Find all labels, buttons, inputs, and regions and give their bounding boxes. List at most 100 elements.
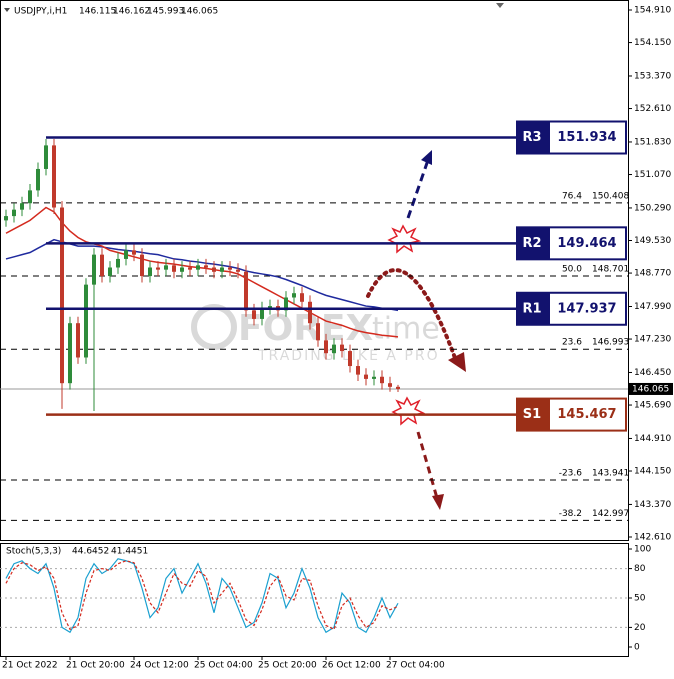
level-value: 149.464 — [557, 236, 616, 251]
candle-body — [260, 308, 264, 319]
x-tick-label: 21 Oct 2022 — [2, 661, 58, 671]
candle-body — [236, 269, 240, 272]
oscillator-signal-value: 41.4451 — [111, 547, 148, 557]
forecast-arrows — [366, 150, 466, 510]
level-name: R3 — [522, 130, 541, 145]
header-close: 146.065 — [181, 7, 218, 17]
y-tick-label: 150.290 — [634, 203, 671, 213]
watermark-tagline: TRADING LIKE A PRO — [257, 348, 440, 364]
y-tick-label: 144.150 — [634, 467, 671, 477]
candle-body — [100, 254, 104, 277]
oscillator-signal — [5, 560, 399, 631]
fib-price: 148.701 — [592, 265, 629, 275]
header-low: 145.993 — [147, 7, 184, 17]
y-tick-label: 148.770 — [634, 269, 671, 279]
candle-body — [356, 366, 360, 375]
y-tick-label: 145.690 — [634, 401, 671, 411]
level-name-box — [516, 120, 548, 155]
candle-body — [44, 145, 48, 169]
y-tick-label: 149.530 — [634, 236, 671, 246]
fib-ratio: -23.6 — [559, 468, 583, 478]
candle-body — [316, 323, 320, 341]
candle-body — [76, 323, 80, 358]
price-tag — [629, 382, 673, 395]
candle-body — [140, 254, 144, 277]
level-value: 151.934 — [557, 130, 616, 145]
y-tick-label: 147.990 — [634, 302, 671, 312]
fib-ratio: 23.6 — [562, 338, 582, 348]
candle-body — [324, 340, 328, 354]
x-tick-label: 24 Oct 12:00 — [130, 661, 189, 671]
fib-price: 142.997 — [592, 509, 629, 519]
candle-body — [228, 267, 232, 270]
candle-body — [108, 267, 112, 277]
watermark-brand: FOREX — [238, 308, 374, 349]
candle-body — [220, 267, 224, 272]
arrow-head — [421, 150, 432, 165]
level-value: 145.467 — [557, 407, 616, 422]
candle-body — [204, 265, 208, 268]
candle-body — [340, 344, 344, 352]
watermark-suffix: time — [372, 312, 440, 347]
osc-tick-label: 0 — [634, 643, 640, 653]
candle-body — [308, 301, 312, 324]
osc-tick-label: 100 — [634, 545, 651, 555]
oscillator-title: Stoch(5,3,3) — [6, 547, 61, 557]
level-name: S1 — [523, 407, 541, 422]
candle-body — [164, 265, 168, 270]
level-name-box — [516, 226, 548, 261]
oscillator-main-value: 44.6452 — [72, 547, 109, 557]
y-tick-label: 144.910 — [634, 434, 671, 444]
arrow-up — [406, 159, 430, 219]
candle-body — [380, 376, 384, 384]
level-name-box — [516, 397, 548, 432]
candle-body — [244, 271, 248, 311]
y-tick-label: 143.370 — [634, 500, 671, 510]
candle-body — [12, 209, 16, 217]
x-tick-label: 21 Oct 20:00 — [66, 661, 125, 671]
candle-body — [20, 203, 24, 210]
y-tick-label: 154.910 — [634, 6, 671, 16]
candle-body — [68, 323, 72, 384]
watermark: FOREX time TRADING LIKE A PRO — [191, 304, 440, 364]
candle-body — [372, 376, 376, 379]
candle-body — [252, 310, 256, 319]
oscillator-frame — [0, 543, 629, 657]
header-icon — [4, 8, 10, 12]
y-tick-label: 152.610 — [634, 104, 671, 114]
y-tick-label: 142.610 — [634, 533, 671, 543]
candle-body — [300, 293, 304, 302]
osc-tick-label: 50 — [634, 594, 646, 604]
scroll-marker — [496, 3, 504, 8]
candle-body — [28, 190, 32, 204]
candle-body — [36, 168, 40, 191]
candle-body — [268, 306, 272, 309]
x-tick-label: 27 Oct 04:00 — [386, 661, 445, 671]
y-tick-label: 153.370 — [634, 71, 671, 81]
level-name-box — [516, 291, 548, 326]
y-tick-label: 147.230 — [634, 335, 671, 345]
starburst — [391, 396, 426, 426]
candle-body — [188, 267, 192, 270]
symbol-label: USDJPY,i,H1 — [14, 7, 67, 17]
y-tick-label: 154.150 — [634, 38, 671, 48]
candle-body — [4, 216, 8, 221]
osc-tick-label: 80 — [634, 564, 646, 574]
fib-price: 146.993 — [592, 338, 629, 348]
level-value-box — [548, 397, 627, 432]
main-frame — [0, 0, 629, 541]
candle-body — [52, 145, 56, 208]
candle-body — [92, 254, 96, 285]
candle-body — [172, 265, 176, 272]
y-tick-label: 151.830 — [634, 137, 671, 147]
arrow-curve — [366, 268, 457, 360]
level-value: 147.937 — [557, 301, 616, 316]
candle-body — [132, 250, 136, 255]
fib-ratio: -38.2 — [559, 509, 582, 519]
level-value-box — [548, 120, 627, 155]
candle-body — [180, 267, 184, 272]
fib-price: 143.941 — [592, 468, 629, 478]
candle-body — [332, 344, 336, 354]
